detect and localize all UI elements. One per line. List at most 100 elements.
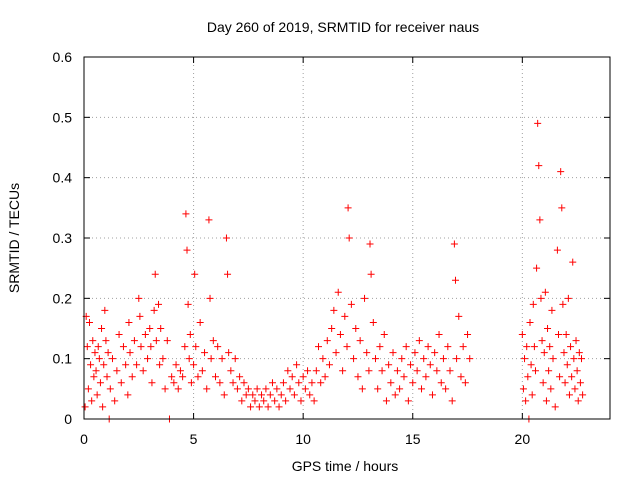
data-point xyxy=(325,361,333,369)
data-point xyxy=(557,168,565,176)
data-point xyxy=(415,337,423,345)
data-point xyxy=(464,331,472,339)
data-point xyxy=(119,343,127,351)
data-point xyxy=(319,355,327,363)
data-point xyxy=(117,379,125,387)
data-point xyxy=(277,391,285,399)
data-point xyxy=(135,294,143,302)
data-point xyxy=(137,343,145,351)
data-point xyxy=(548,306,556,314)
data-point xyxy=(253,385,261,393)
data-point xyxy=(194,373,202,381)
data-point xyxy=(284,367,292,375)
data-point xyxy=(570,355,578,363)
data-point xyxy=(328,325,336,332)
data-point xyxy=(125,318,133,326)
data-point xyxy=(95,355,103,363)
data-point xyxy=(203,385,211,393)
data-point xyxy=(88,397,96,405)
data-point xyxy=(198,367,206,375)
chart-title: Day 260 of 2019, SRMTID for receiver nau… xyxy=(207,19,479,35)
data-point xyxy=(216,379,224,387)
data-point xyxy=(83,343,91,351)
data-point xyxy=(393,367,401,375)
data-point xyxy=(420,355,428,363)
data-point xyxy=(526,318,534,326)
data-point xyxy=(545,367,553,375)
data-point xyxy=(249,391,257,399)
data-point xyxy=(225,349,233,357)
data-point xyxy=(540,349,548,357)
data-point xyxy=(369,318,377,326)
gridlines xyxy=(84,57,610,419)
data-point xyxy=(554,331,562,339)
data-point xyxy=(207,355,215,363)
x-tick-label: 10 xyxy=(295,431,311,447)
data-point xyxy=(182,210,190,218)
data-point xyxy=(247,403,255,411)
data-point xyxy=(411,349,419,357)
data-point xyxy=(341,312,349,320)
data-point xyxy=(558,204,566,212)
data-point xyxy=(155,300,163,308)
data-point xyxy=(521,355,529,363)
data-point xyxy=(293,361,301,369)
data-point xyxy=(573,367,581,375)
y-tick-label: 0.1 xyxy=(53,351,73,367)
data-point xyxy=(437,379,445,387)
data-point xyxy=(530,343,538,351)
data-point xyxy=(233,385,241,393)
y-tick-labels: 0 0.1 0.2 0.3 0.4 0.5 0.6 xyxy=(53,49,73,427)
axis-ticks xyxy=(83,56,610,420)
data-point xyxy=(304,367,312,375)
data-point xyxy=(442,385,450,393)
data-point xyxy=(90,373,98,381)
data-point xyxy=(85,318,93,326)
data-point xyxy=(422,373,430,381)
data-point xyxy=(572,337,580,345)
data-point xyxy=(435,331,443,339)
data-point xyxy=(111,397,119,405)
y-tick-label: 0.4 xyxy=(53,170,73,186)
data-point xyxy=(161,385,169,393)
data-point xyxy=(288,373,296,381)
data-point xyxy=(218,355,226,363)
data-point xyxy=(330,306,338,314)
data-point xyxy=(91,349,99,357)
data-point xyxy=(533,264,541,272)
data-point xyxy=(565,391,573,399)
data-point xyxy=(262,385,270,393)
data-point xyxy=(89,337,97,345)
data-point xyxy=(170,379,178,387)
data-point xyxy=(374,385,382,393)
data-point xyxy=(251,397,259,405)
data-point xyxy=(157,325,165,332)
data-points xyxy=(81,119,587,423)
data-point xyxy=(273,385,281,393)
data-point xyxy=(559,300,567,308)
data-point xyxy=(201,349,209,357)
data-point xyxy=(428,391,436,399)
data-point xyxy=(444,343,452,351)
data-point xyxy=(242,391,250,399)
data-point xyxy=(126,349,134,357)
data-point xyxy=(238,397,246,405)
data-point xyxy=(424,343,432,351)
data-point xyxy=(402,343,410,351)
data-point xyxy=(553,246,561,254)
data-point xyxy=(518,331,526,339)
data-point xyxy=(106,385,114,393)
data-point xyxy=(363,349,371,357)
data-point xyxy=(575,349,583,357)
data-point xyxy=(556,373,564,381)
data-point xyxy=(93,391,101,399)
data-point xyxy=(192,343,200,351)
data-point xyxy=(191,270,199,278)
data-point xyxy=(567,343,575,351)
data-point xyxy=(168,373,176,381)
data-point xyxy=(214,343,222,351)
data-point xyxy=(163,337,171,345)
data-point xyxy=(551,403,559,411)
data-point xyxy=(376,343,384,351)
data-point xyxy=(102,337,110,345)
